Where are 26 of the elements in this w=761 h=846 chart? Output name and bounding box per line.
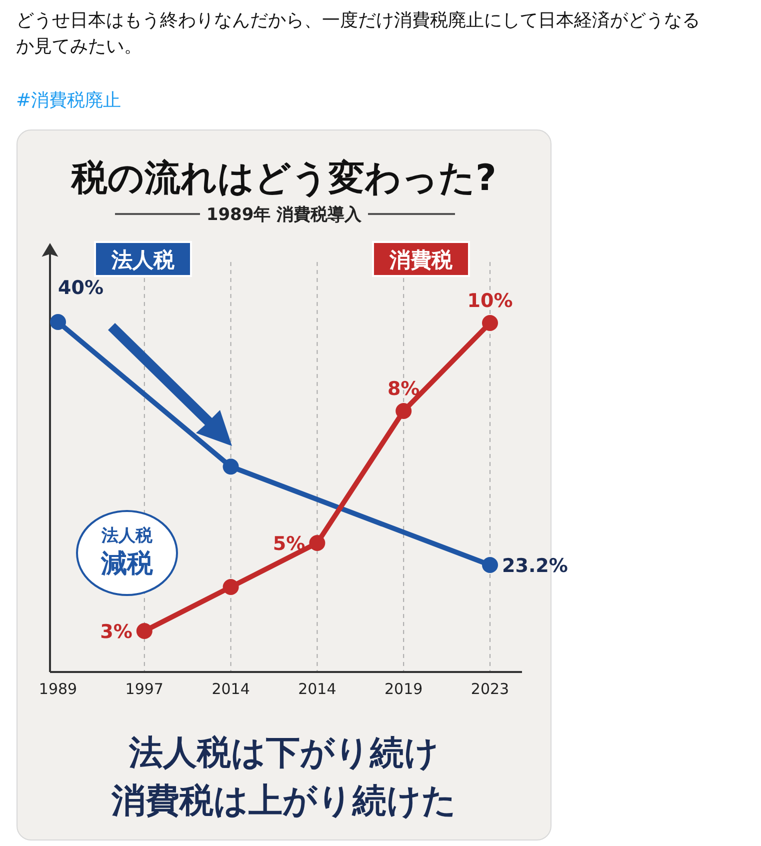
text: #消費税廃止 — [16, 90, 122, 111]
point — [222, 579, 239, 595]
data-label: 8% — [387, 378, 420, 400]
chart-subtitle: 1989年 消費税導入 — [206, 205, 363, 225]
x-tick-label: 2023 — [470, 680, 510, 698]
text: 消費税は上がり続けた — [110, 781, 456, 821]
data-label: 23.2% — [502, 555, 568, 577]
text: 法人税 — [110, 248, 176, 272]
text: どうせ日本はもう終わりなんだから、一度だけ消費税廃止にして日本経済がどうなるか見てみたい。 — [16, 10, 700, 57]
data-label: 10% — [467, 290, 513, 312]
point — [136, 623, 152, 639]
point — [396, 403, 412, 419]
x-tick-label: 1997 — [125, 680, 164, 698]
data-label: 3% — [100, 621, 132, 643]
annotation: 法人税減税 — [100, 526, 154, 579]
data-label: 40% — [58, 277, 104, 299]
text: 消費税 — [388, 248, 454, 272]
x-tick-label: 2014 — [298, 680, 336, 698]
x-tick-label: 2019 — [384, 680, 423, 698]
chart-title: 税の流れはどう変わった? — [70, 158, 496, 199]
point — [482, 315, 498, 331]
text: 法人税は下がり続け — [128, 733, 439, 773]
point — [309, 535, 326, 551]
data-label: 5% — [272, 533, 306, 555]
x-tick-label: 2014 — [212, 680, 250, 698]
x-tick-label: 1989 — [38, 680, 78, 698]
